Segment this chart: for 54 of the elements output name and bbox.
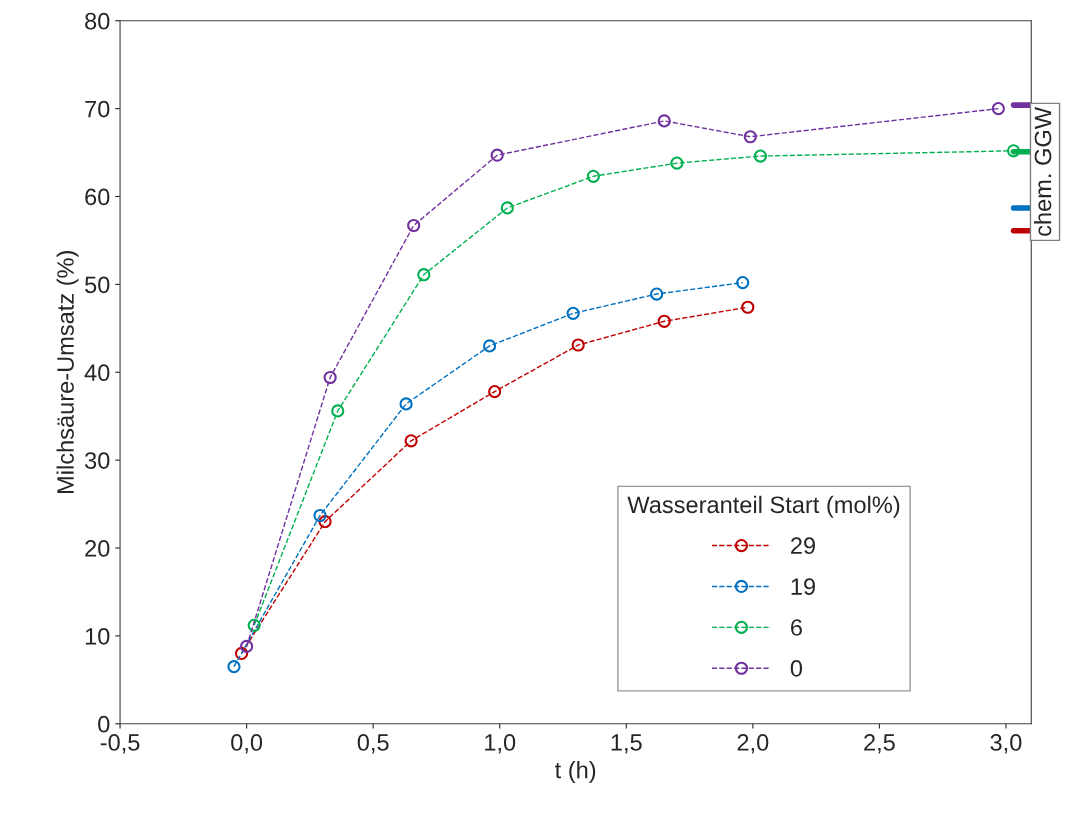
y-tick-label: 70 xyxy=(85,100,110,118)
y-tick-label: 40 xyxy=(84,364,110,382)
point xyxy=(407,218,421,233)
y-tick-label: 80 xyxy=(85,12,110,30)
point xyxy=(741,300,755,314)
legend-label: 19 xyxy=(791,578,815,595)
x-tick-label: 2,0 xyxy=(737,734,769,754)
point xyxy=(571,338,585,352)
point xyxy=(650,287,664,301)
x-tick-label: 2,5 xyxy=(864,734,895,754)
x-tick-label: 0,0 xyxy=(231,734,263,754)
point xyxy=(743,130,757,144)
point xyxy=(657,314,671,328)
y-tick-label: 10 xyxy=(85,627,110,645)
y-tick-label: 30 xyxy=(84,452,110,469)
point xyxy=(240,639,254,654)
y-tick-label: 20 xyxy=(85,540,110,557)
y-tick-label: 50 xyxy=(85,276,110,294)
point xyxy=(247,618,261,632)
point xyxy=(399,397,413,411)
point xyxy=(234,646,249,661)
legend-label: 0 xyxy=(790,660,803,677)
x-tick-label: 1,5 xyxy=(611,734,642,754)
text: chem. GGW xyxy=(1034,107,1052,236)
x-tick-label: 1,0 xyxy=(485,734,516,754)
point xyxy=(657,114,671,128)
point xyxy=(417,268,431,282)
point xyxy=(331,404,345,418)
point xyxy=(227,660,241,674)
point xyxy=(1006,144,1021,158)
point xyxy=(404,434,418,448)
point xyxy=(483,339,497,353)
y-axis-title: Milchsäure-Umsatz (%) xyxy=(56,251,79,493)
point xyxy=(313,508,327,523)
legend-label: 29 xyxy=(791,537,815,555)
x-tick-label: 0,5 xyxy=(357,734,389,754)
point xyxy=(670,156,684,170)
point xyxy=(991,102,1005,116)
point xyxy=(566,306,580,320)
x-axis-title: t (h) xyxy=(555,761,596,784)
point xyxy=(736,276,750,290)
y-tick-label: 60 xyxy=(85,188,110,206)
legend-title: Wasseranteil Start (mol%) xyxy=(627,495,900,518)
point xyxy=(490,148,504,162)
y-tick-label: 0 xyxy=(98,715,110,733)
point xyxy=(586,169,600,183)
x-tick-label: -0,5 xyxy=(100,734,140,754)
point xyxy=(318,515,332,529)
point xyxy=(500,201,514,215)
legend-label: 6 xyxy=(791,619,802,636)
x-tick-label: 3,0 xyxy=(990,734,1022,754)
point xyxy=(488,384,502,399)
point xyxy=(323,370,337,385)
point xyxy=(753,149,768,163)
